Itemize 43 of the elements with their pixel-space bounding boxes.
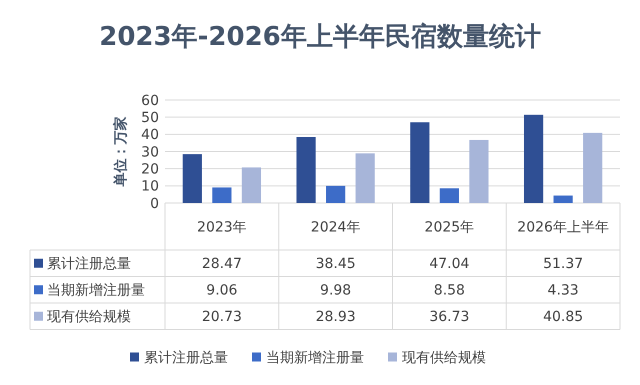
legend-label: 现有供给规模 <box>402 350 486 366</box>
bar <box>440 188 459 203</box>
bar <box>469 140 489 203</box>
y-tick-label: 60 <box>141 92 159 109</box>
y-tick-label: 20 <box>141 162 159 178</box>
data-label: 28.47 <box>202 256 242 272</box>
bar <box>410 122 430 203</box>
bar <box>554 196 573 203</box>
bar <box>356 153 375 203</box>
bar <box>242 167 262 203</box>
data-label: 40.85 <box>543 309 584 326</box>
y-tick-label: 10 <box>141 178 159 195</box>
bar <box>524 114 544 203</box>
bar <box>326 186 346 203</box>
data-label: 47.04 <box>429 256 470 272</box>
text: 现有供给规模 <box>47 309 131 326</box>
data-label: 51.37 <box>543 256 584 272</box>
bar <box>182 154 202 203</box>
y-tick-label: 50 <box>141 110 159 126</box>
data-label: 38.45 <box>316 256 356 272</box>
chart-title: 2023年-2026年上半年民宿数量统计 <box>99 22 541 52</box>
y-tick-label: 0 <box>150 196 159 212</box>
legend-label: 累计注册总量 <box>47 256 131 272</box>
x-tick-label: 2025年 <box>424 219 474 236</box>
bar <box>583 132 602 203</box>
text: 累计注册总量 <box>144 350 228 366</box>
x-tick-label: 2024年 <box>310 219 360 236</box>
data-label: 28.93 <box>316 309 356 326</box>
x-tick-label: 2023年 <box>197 219 247 236</box>
text: 当期新增注册量 <box>266 350 364 366</box>
y-tick-label: 40 <box>141 127 159 144</box>
data-label: 9.98 <box>320 282 352 299</box>
data-label: 36.73 <box>429 309 470 326</box>
data-label: 4.33 <box>548 282 579 299</box>
y-axis-title: 单位：万家 <box>112 116 129 188</box>
data-label: 9.06 <box>206 282 238 299</box>
legend-label: 当期新增注册量 <box>47 282 145 299</box>
y-tick-label: 30 <box>141 144 159 160</box>
x-tick-label: 2026年上半年 <box>517 219 609 236</box>
data-label: 20.73 <box>202 309 242 326</box>
bar <box>212 187 232 203</box>
bar <box>296 136 316 203</box>
data-label: 8.58 <box>434 282 465 299</box>
